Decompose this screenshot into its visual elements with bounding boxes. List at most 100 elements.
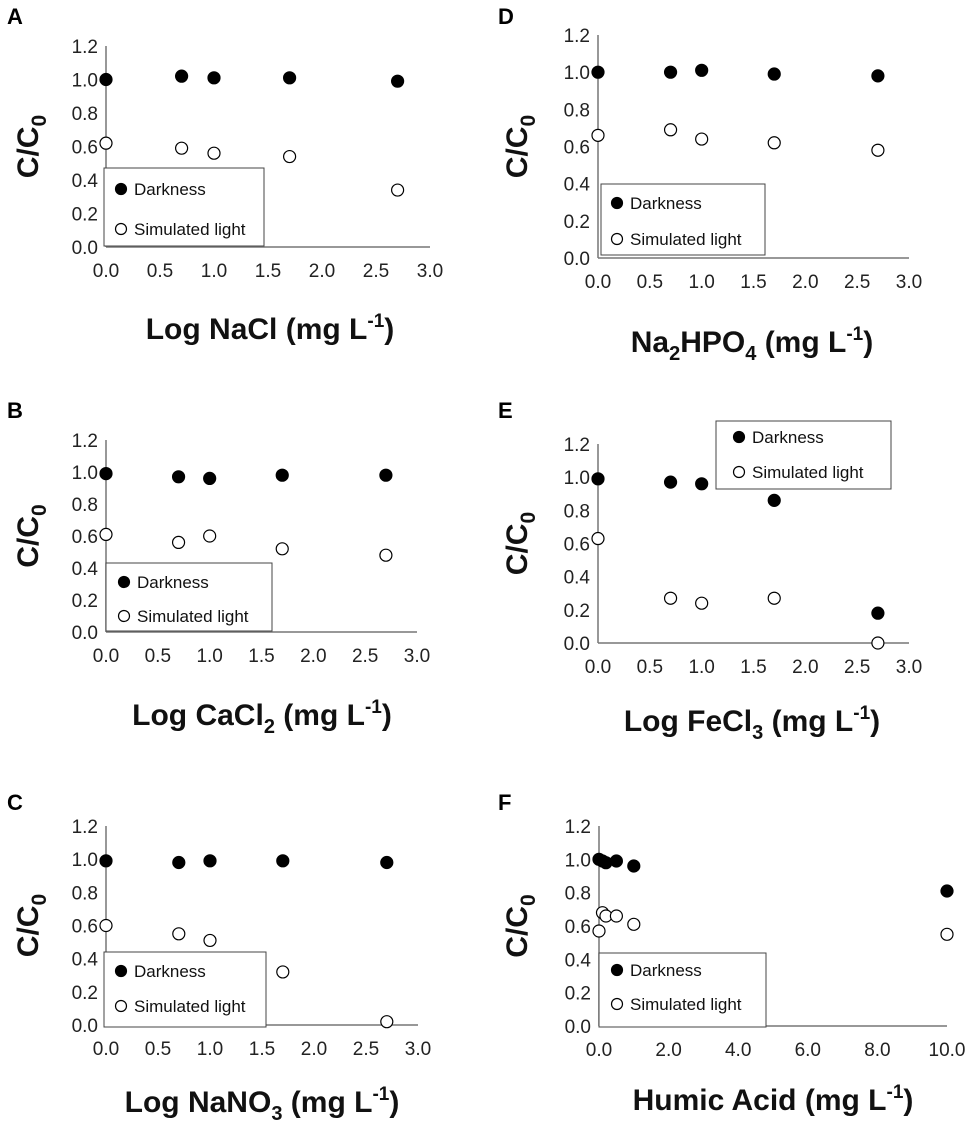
x-axis-title: Na2HPO4 (mg L-1) (631, 324, 874, 365)
legend-label-darkness: Darkness (752, 428, 824, 447)
point-simulated-light (871, 143, 885, 157)
legend: Darkness Simulated light (103, 951, 267, 1028)
y-tick-label: 0.4 (565, 950, 592, 971)
point-simulated-light (695, 132, 709, 146)
y-tick-label: 0.8 (72, 495, 98, 516)
point-simulated-light (99, 136, 113, 150)
y-tick-label: 0.6 (565, 917, 591, 938)
legend-label-darkness: Darkness (630, 194, 702, 213)
x-tick-label: 2.0 (309, 261, 335, 282)
x-axis-title-sup: -1 (853, 703, 870, 724)
legend-marker-simulated-light (117, 609, 131, 623)
chart-panel-a: A 0.0 0.2 0.4 0.6 0.8 1.0 1.2 0.0 0.5 1.0 1.5 2.0 2.5… (7, 4, 443, 346)
point-simulated-light (207, 146, 221, 160)
legend-box (103, 167, 265, 247)
chart-panel-f: F 0.0 0.2 0.4 0.6 0.8 1.0 1.2 0.0 2.0 4.0 6.0 8.0 10.… (498, 790, 965, 1117)
point-darkness (379, 468, 393, 482)
point-simulated-light (380, 1015, 394, 1029)
x-axis-title-text: Log CaCl (132, 699, 264, 732)
x-tick-label: 0.0 (585, 657, 611, 678)
x-axis-title-text2: (mg L (763, 705, 853, 738)
legend-marker-darkness (732, 430, 746, 444)
y-tick-label: 0.6 (72, 138, 98, 159)
x-tick-label: 2.5 (363, 261, 389, 282)
point-darkness (391, 74, 405, 88)
x-tick-label: 6.0 (795, 1040, 821, 1061)
x-tick-label: 0.0 (93, 1039, 119, 1060)
legend-marker-darkness (114, 964, 128, 978)
y-axis-title-sub: 0 (28, 894, 51, 906)
x-tick-label: 2.5 (352, 646, 378, 667)
y-tick-label: 0.8 (72, 883, 98, 904)
legend-marker-simulated-light (114, 222, 128, 236)
y-tick-label: 0.2 (564, 601, 590, 622)
y-tick-label: 0.4 (72, 171, 99, 192)
legend-box (715, 420, 892, 490)
legend-label-simulated-light: Simulated light (134, 997, 246, 1016)
point-darkness (591, 472, 605, 486)
y-tick-label: 0.4 (564, 175, 591, 196)
x-tick-label: 3.0 (896, 272, 922, 293)
y-tick-label: 0.0 (564, 249, 590, 270)
legend: Darkness Simulated light (715, 420, 892, 490)
y-axis-title-main: C/C (501, 906, 534, 958)
y-axis-title: C/C0 (12, 115, 51, 178)
legend-label-simulated-light: Simulated light (137, 607, 249, 626)
legend-label-darkness: Darkness (134, 962, 206, 981)
y-tick-label: 1.0 (564, 63, 590, 84)
x-tick-label: 2.5 (844, 272, 870, 293)
point-darkness (695, 63, 709, 77)
x-axis-title-sub2: 4 (745, 343, 757, 365)
x-axis-title: Log FeCl3 (mg L-1) (624, 703, 880, 744)
legend-box (103, 951, 267, 1028)
y-axis-title-main: C/C (12, 127, 45, 179)
x-axis-title-text: Log NaNO (125, 1086, 272, 1119)
legend-marker-darkness (610, 963, 624, 977)
x-tick-label: 1.0 (201, 261, 227, 282)
point-darkness (609, 854, 624, 868)
x-axis-title: Log NaNO3 (mg L-1) (125, 1084, 400, 1125)
legend-box (600, 183, 766, 256)
point-darkness (172, 855, 186, 870)
x-tick-label: 1.5 (249, 1039, 275, 1060)
y-tick-label: 0.6 (564, 138, 590, 159)
x-tick-label: 1.5 (255, 261, 281, 282)
point-simulated-light (591, 128, 605, 142)
x-tick-label: 1.0 (196, 646, 222, 667)
y-tick-label: 0.6 (72, 917, 98, 938)
x-tick-label: 2.5 (844, 657, 870, 678)
point-darkness (99, 854, 113, 868)
legend-label-darkness: Darkness (134, 180, 206, 199)
y-tick-label: 0.6 (564, 535, 590, 556)
y-tick-label: 0.0 (72, 623, 98, 644)
x-tick-label: 1.0 (197, 1039, 223, 1060)
point-darkness (171, 470, 186, 484)
x-axis-title-sub: 3 (271, 1103, 282, 1125)
y-axis-title: C/C0 (501, 115, 540, 178)
x-axis-title-text2: (mg L (282, 1086, 372, 1119)
x-axis-title-sup: -1 (887, 1082, 904, 1103)
y-axis-title-main: C/C (501, 524, 534, 576)
point-simulated-light (871, 636, 885, 650)
y-tick-label: 0.2 (72, 591, 98, 612)
point-darkness (175, 69, 189, 83)
x-tick-label: 4.0 (725, 1040, 751, 1061)
panel-letter: F (498, 790, 511, 815)
x-tick-label: 3.0 (404, 646, 430, 667)
x-axis-title: Log CaCl2 (mg L-1) (132, 697, 392, 738)
legend-marker-darkness (610, 196, 624, 210)
point-simulated-light (940, 927, 954, 941)
x-axis-title-sub: 2 (669, 343, 680, 365)
x-tick-label: 0.0 (93, 261, 119, 282)
legend-box (598, 952, 767, 1028)
point-simulated-light (275, 542, 289, 556)
point-darkness (203, 471, 217, 485)
x-axis-title-end: ) (389, 1086, 399, 1119)
point-simulated-light (767, 591, 781, 605)
y-axis-title-sub: 0 (517, 115, 540, 127)
point-simulated-light (591, 531, 605, 546)
point-simulated-light (767, 136, 781, 150)
y-tick-label: 0.6 (72, 527, 98, 548)
x-axis-title-sub: 2 (264, 716, 275, 738)
